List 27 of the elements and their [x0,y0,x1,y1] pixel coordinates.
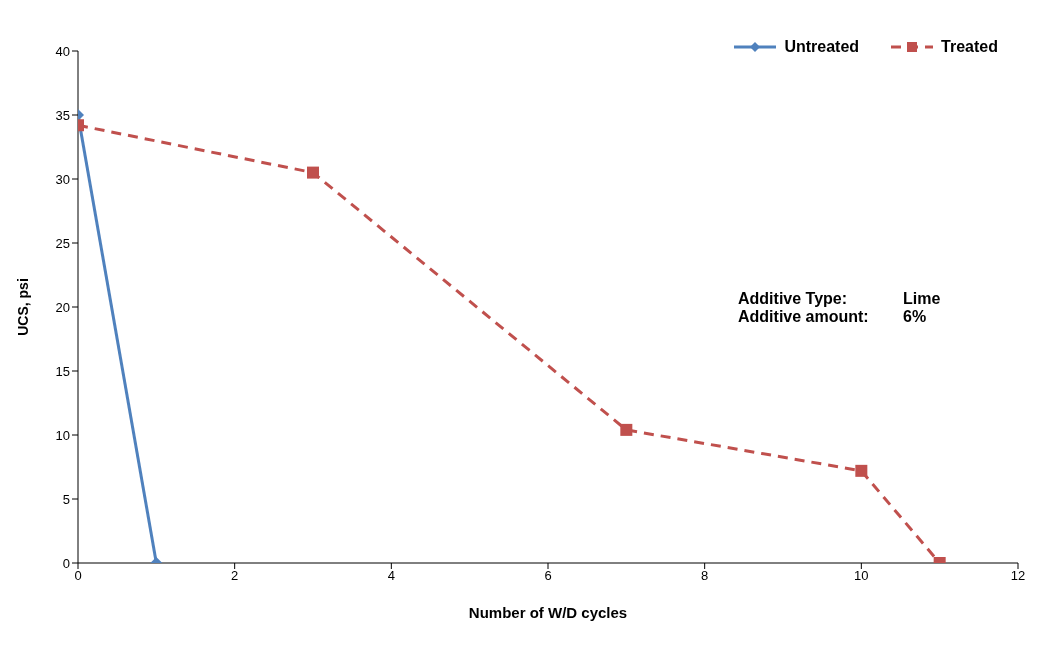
x-tick-label: 8 [701,568,709,584]
point [307,166,319,179]
y-tick-label: 0 [62,555,70,571]
annotation: 6% [903,308,927,326]
x-tick-label: 2 [231,568,239,584]
x-tick-label: 10 [854,568,869,584]
y-tick-label: 35 [55,107,70,123]
x-tick-label: 6 [544,568,552,584]
annotation: Additive amount: [738,308,870,326]
y-tick-label: 10 [55,427,70,443]
x-tick-label: 0 [74,568,82,584]
x-tick-label: 12 [1010,568,1026,584]
y-tick-label: 25 [55,235,70,251]
y-tick-label: 40 [55,43,70,59]
annotation: Additive Type: [738,290,849,308]
y-axis-title: UCS, psi [14,278,31,336]
y-tick-label: 5 [62,491,70,507]
legend-label: Treated [941,38,998,56]
y-tick-label: 15 [55,363,70,379]
point [620,423,633,436]
point [855,464,868,477]
x-tick-label: 4 [387,568,395,584]
legend-label: Untreated [784,38,860,56]
annotation: Lime [903,290,941,308]
y-tick-label: 30 [55,171,70,187]
y-tick-label: 20 [55,299,70,315]
x-axis-title: Number of W/D cycles [468,604,628,621]
